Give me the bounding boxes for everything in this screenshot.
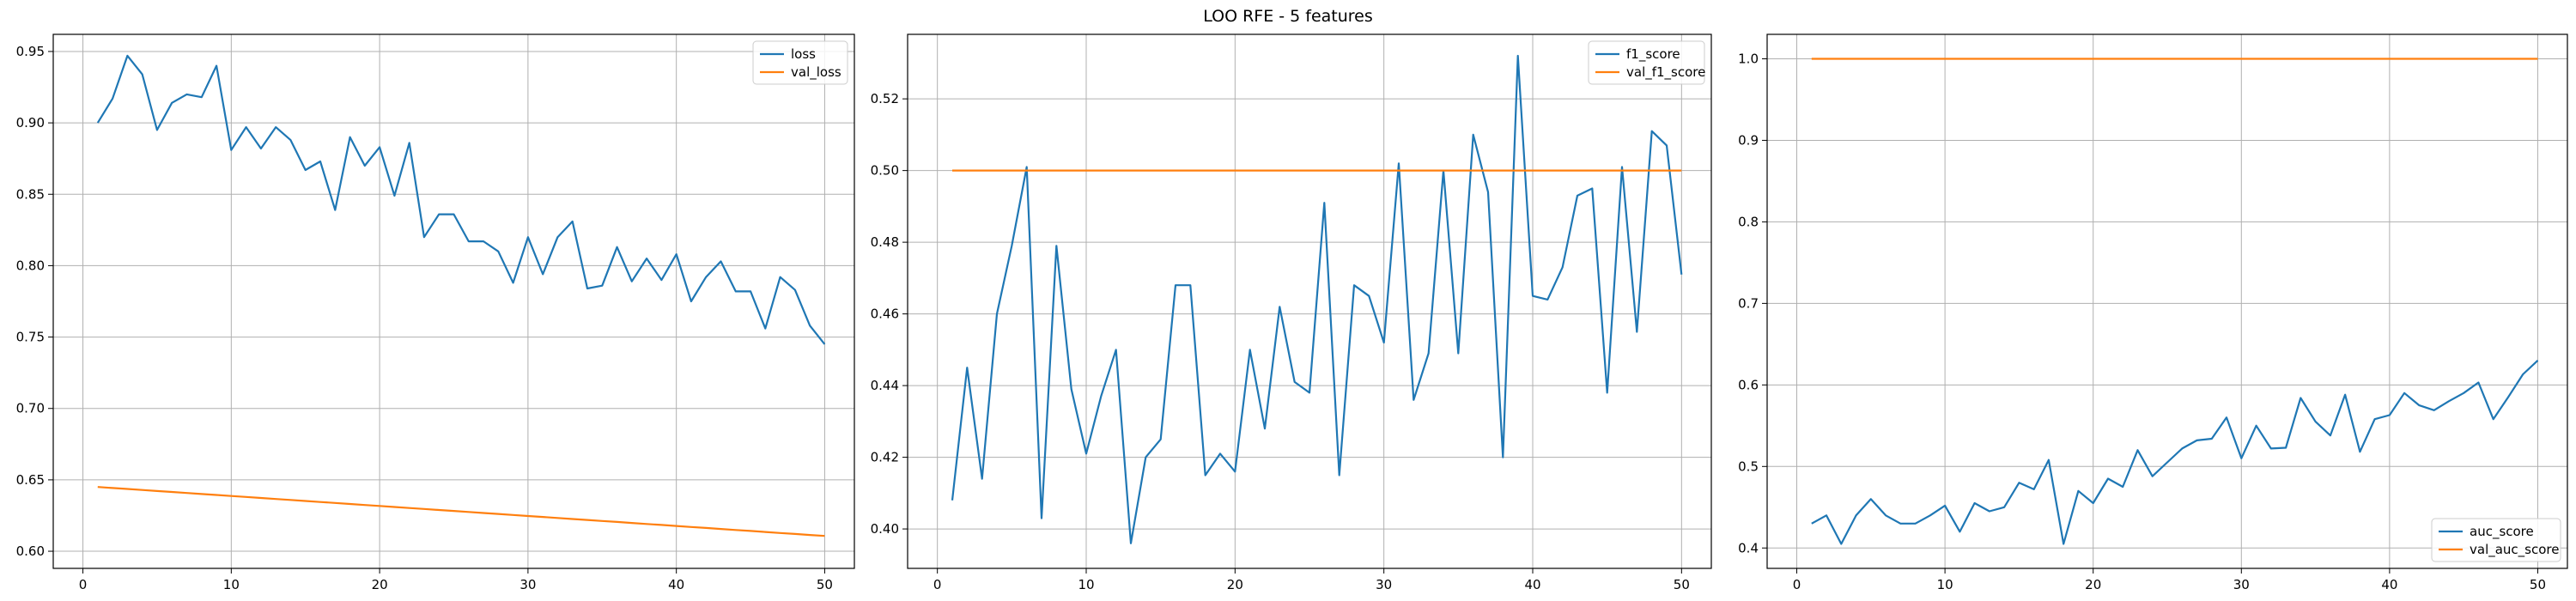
series-line-auc-score	[1811, 359, 2539, 545]
legend-box	[1588, 40, 1705, 85]
x-tick-label: 0	[79, 577, 88, 592]
y-tick-label: 0.75	[16, 330, 45, 345]
series-line-loss	[96, 54, 826, 345]
legend: loss val_loss	[752, 40, 848, 85]
y-tick-label: 0.50	[871, 163, 899, 179]
x-tick-label: 50	[1674, 577, 1690, 592]
x-tick-label: 30	[519, 577, 536, 592]
legend-box	[2431, 518, 2561, 562]
y-tick-label: 0.4	[1738, 540, 1759, 555]
y-tick-label: 0.5	[1738, 458, 1759, 474]
y-tick-label: 0.48	[871, 234, 899, 250]
series-line-val-loss	[97, 486, 825, 537]
x-tick-label: 30	[2233, 577, 2250, 592]
y-tick-label: 0.44	[871, 378, 899, 393]
legend-label: val_f1_score	[1626, 64, 1705, 81]
x-tick-label: 0	[1793, 577, 1801, 592]
x-tick-label: 50	[817, 577, 833, 592]
plot-frame	[52, 33, 855, 569]
x-tick-label: 10	[223, 577, 240, 592]
x-tick-label: 20	[1227, 577, 1243, 592]
y-tick-label: 0.70	[16, 401, 45, 416]
plot-frame	[907, 33, 1712, 569]
x-tick-label: 40	[1524, 577, 1540, 592]
figure-title: LOO RFE - 5 features	[1203, 7, 1373, 26]
y-tick-label: 0.9	[1738, 132, 1759, 148]
legend-label: f1_score	[1626, 46, 1680, 63]
y-tick-label: 0.8	[1738, 214, 1759, 229]
y-tick-label: 1.0	[1738, 51, 1759, 66]
x-tick-label: 50	[2530, 577, 2546, 592]
x-tick-label: 40	[668, 577, 684, 592]
x-tick-label: 30	[1376, 577, 1392, 592]
y-tick-label: 0.90	[16, 115, 45, 131]
y-tick-label: 0.52	[871, 91, 899, 106]
legend-label: val_loss	[791, 64, 841, 81]
plot-frame	[1766, 33, 2568, 569]
x-tick-label: 10	[1078, 577, 1094, 592]
legend-box	[752, 40, 848, 85]
series-line-f1-score	[951, 54, 1683, 544]
y-tick-label: 0.95	[16, 44, 45, 59]
x-tick-label: 20	[372, 577, 388, 592]
legend: auc_score val_auc_score	[2431, 518, 2561, 562]
y-tick-label: 0.6	[1738, 377, 1759, 392]
x-tick-label: 10	[1937, 577, 1953, 592]
x-tick-label: 20	[2085, 577, 2101, 592]
y-tick-label: 0.65	[16, 472, 45, 488]
chart-panel-1: 0 10 20 30 40 50 0.60 0.65 0.70 0.75 0.80 0.85 0.90 0…	[16, 33, 855, 592]
legend-label: auc_score	[2470, 524, 2534, 540]
y-tick-label: 0.42	[871, 450, 899, 465]
legend-label: val_auc_score	[2470, 542, 2560, 558]
y-tick-label: 0.46	[871, 307, 899, 322]
y-tick-label: 0.80	[16, 258, 45, 273]
y-tick-label: 0.40	[871, 521, 899, 537]
y-tick-label: 0.7	[1738, 295, 1759, 311]
x-tick-label: 0	[933, 577, 942, 592]
y-tick-label: 0.85	[16, 186, 45, 202]
legend-label: loss	[791, 46, 816, 62]
chart-panel-2: 0 10 20 30 40 50 0.40 0.42 0.44 0.46 0.48 0.50 0.52 f…	[871, 33, 1712, 592]
x-tick-label: 40	[2381, 577, 2397, 592]
chart-panel-3: 0 10 20 30 40 50 0.4 0.5 0.6 0.7 0.8 0.9 1.0 auc_scor…	[1738, 33, 2568, 592]
y-tick-label: 0.60	[16, 543, 45, 559]
